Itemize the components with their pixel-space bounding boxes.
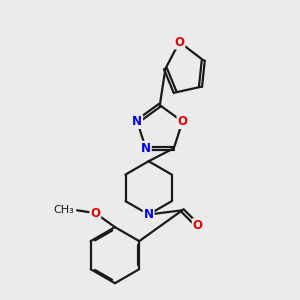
Text: N: N [144,208,154,221]
Text: N: N [141,142,151,155]
Text: CH₃: CH₃ [53,205,74,215]
Text: O: O [174,35,184,49]
Text: N: N [132,115,142,128]
Text: O: O [193,219,203,232]
Text: O: O [178,115,188,128]
Text: O: O [90,207,100,220]
